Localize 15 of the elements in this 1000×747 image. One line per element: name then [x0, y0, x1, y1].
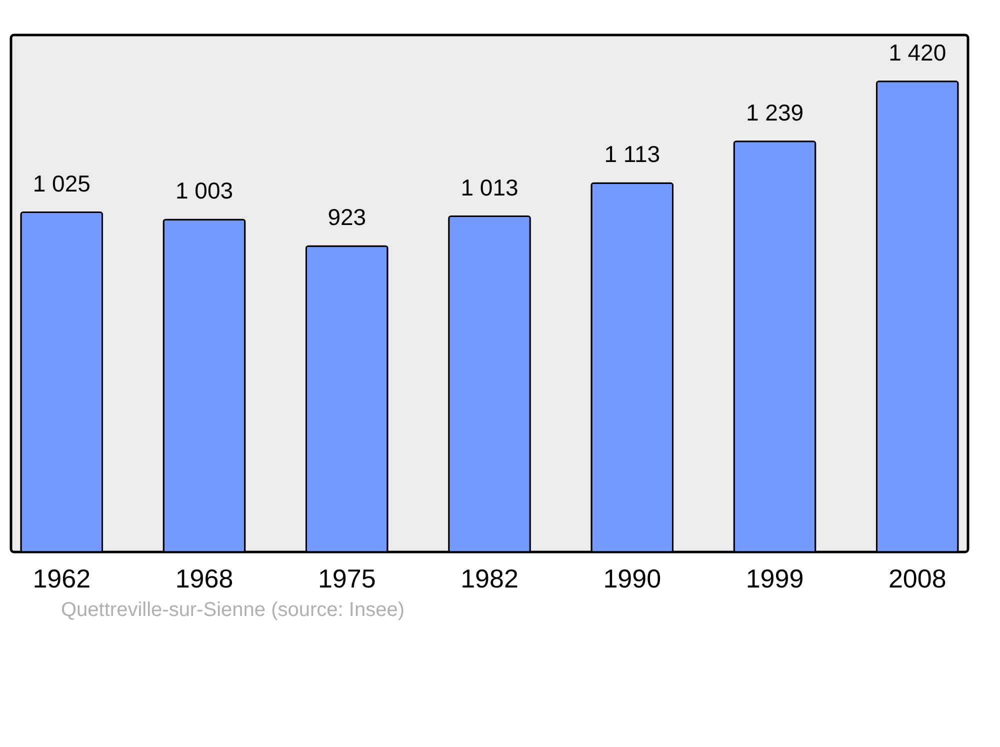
data-label: 1 113 — [604, 141, 660, 168]
x-tick-label: 1982 — [460, 564, 518, 594]
data-label: 923 — [328, 204, 366, 230]
data-label: 1 013 — [460, 174, 518, 200]
x-tick-label: 1990 — [603, 564, 662, 594]
data-label: 1 420 — [888, 39, 946, 66]
data-label: 1 003 — [175, 178, 234, 204]
x-tick-label: 1999 — [746, 564, 804, 594]
x-tick-label: 1962 — [32, 564, 91, 594]
x-tick-label: 2008 — [888, 564, 946, 594]
text: Quettreville-sur-Sienne (source: Insee) — [61, 599, 404, 621]
x-tick-label: 1975 — [318, 564, 376, 594]
x-tick-label: 1968 — [175, 564, 234, 594]
data-label: 1 025 — [32, 170, 90, 196]
data-label: 1 239 — [746, 99, 804, 126]
